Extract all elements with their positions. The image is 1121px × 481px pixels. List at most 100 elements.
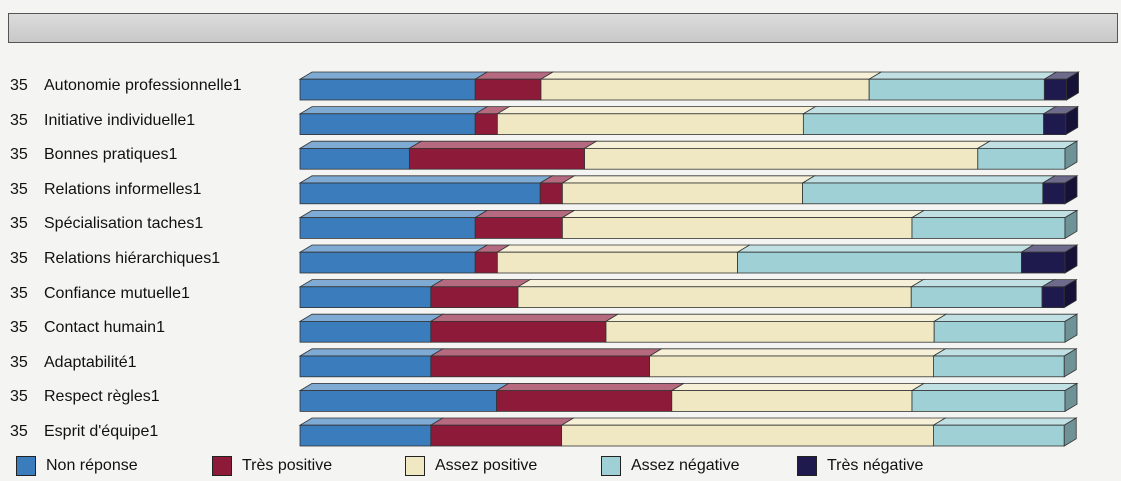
bar-segment-top [976, 140, 1079, 149]
bar-segment [1042, 182, 1066, 205]
bar-segment-top [560, 209, 926, 219]
category-name: Initiative individuelle1 [44, 111, 196, 129]
category-label: 35 Spécialisation taches1 [10, 214, 203, 234]
bar-segment [561, 182, 804, 205]
category-label: 35 Bonnes pratiques1 [10, 145, 177, 165]
legend-swatch [212, 456, 232, 476]
category-label: 35 Adaptabilité1 [10, 353, 137, 373]
bar-segment [299, 320, 432, 343]
bar-segment-top [429, 417, 576, 426]
category-count: 35 [10, 146, 28, 164]
legend-item: Assez négative [601, 453, 740, 479]
category-count: 35 [10, 319, 28, 337]
bar-segment [496, 390, 673, 412]
bar-row [298, 382, 1079, 413]
category-name: Contact humain1 [44, 319, 165, 337]
bar-row [298, 313, 1079, 343]
bar-segment [561, 424, 934, 447]
bar-segment [584, 147, 979, 170]
bar-segment [737, 251, 1022, 274]
category-label: 35 Confiance mutuelle1 [10, 284, 190, 304]
bar-segment-top [560, 417, 947, 426]
bar-segment-top [298, 71, 489, 80]
category-name: Esprit d'équipe1 [44, 423, 159, 440]
category-label: 35 Initiative individuelle1 [10, 111, 195, 131]
bar-segment-top [473, 209, 576, 219]
bar-segment [802, 182, 1044, 205]
bar-segment [1043, 113, 1067, 136]
bar-segment-top [298, 140, 423, 149]
category-count: 35 [10, 77, 28, 94]
bar-segment [430, 355, 651, 378]
bar-segment [474, 78, 542, 101]
category-name: Adaptabilité1 [44, 353, 137, 371]
bar-segment [430, 286, 519, 308]
bar-segment [430, 424, 563, 447]
category-count: 35 [10, 180, 28, 198]
bar-segment [408, 147, 585, 170]
category-name: Confiance mutuelle1 [44, 284, 190, 302]
bar-segment-top [932, 313, 1079, 322]
category-count: 35 [10, 215, 28, 233]
bar-segment [910, 286, 1043, 308]
bar-segment-top [909, 279, 1056, 288]
bar-segment-top [910, 209, 1079, 219]
bar-end-face [1063, 348, 1077, 378]
bar-end-face [1064, 209, 1078, 240]
bar-segment [933, 320, 1066, 343]
bar-segment [933, 424, 1065, 447]
bar-segment-top [670, 382, 926, 392]
bar-segment-top [429, 279, 532, 288]
category-name: Relations informelles1 [44, 180, 202, 198]
bar-end-face [1064, 140, 1078, 170]
bar-segment [1043, 78, 1067, 101]
category-label: 35 Autonomie professionnelle1 [10, 76, 241, 96]
category-name: Autonomie professionnelle1 [44, 77, 242, 94]
bar-segment-top [648, 348, 947, 357]
category-name: Respect règles1 [44, 388, 160, 406]
bar-end-face [1063, 278, 1077, 309]
bar-segment-top [429, 313, 620, 322]
bar-segment-top [801, 175, 1057, 184]
bar-segment [299, 424, 432, 447]
bar-segment-top [298, 313, 445, 322]
bar-segment-top [910, 382, 1079, 392]
legend-swatch [405, 456, 425, 476]
bar-end-face [1064, 382, 1078, 413]
bar-segment-top [298, 382, 511, 392]
bar-segment [561, 217, 913, 239]
bar-segment-top [495, 106, 817, 115]
bar-segment-top [931, 348, 1078, 357]
bar-segment-top [473, 71, 555, 80]
bar-end-face [1064, 244, 1078, 274]
bar-segment-top [429, 348, 664, 357]
bar-segment-top [298, 348, 445, 357]
bar-segment [671, 390, 913, 412]
bar-segment-top [298, 106, 489, 115]
bar-segment-top [604, 313, 948, 322]
category-name: Bonnes pratiques1 [44, 146, 178, 164]
bar-row [298, 175, 1079, 205]
bar-segment-top [801, 106, 1058, 115]
bar-end-face [1063, 417, 1077, 447]
bar-segment [977, 147, 1066, 170]
bar-segment [496, 113, 804, 136]
bar-segment-top [583, 140, 992, 149]
bar-segment [474, 251, 498, 274]
category-count: 35 [10, 388, 28, 406]
bar-segment [299, 78, 476, 101]
bar-row [298, 278, 1078, 309]
bar-segment [911, 390, 1066, 412]
bar-segment [299, 182, 541, 205]
bar-segment-top [298, 209, 489, 219]
bar-segment [539, 182, 563, 205]
legend-swatch [601, 456, 621, 476]
bar-end-face [1065, 105, 1079, 136]
legend-label: Très positive [242, 457, 333, 474]
bar-segment-top [298, 279, 445, 288]
bar-segment [299, 355, 432, 378]
bar-segment-top [931, 417, 1078, 426]
category-label: 35 Contact humain1 [10, 318, 165, 338]
legend-item: Très positive [212, 453, 332, 479]
